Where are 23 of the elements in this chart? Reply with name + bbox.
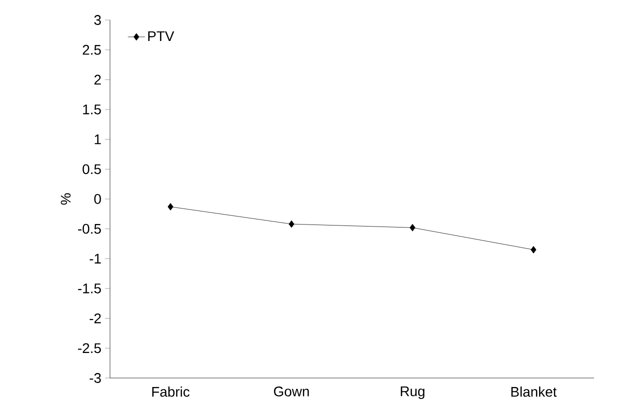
y-tick-label: 3 (94, 15, 101, 25)
y-tick-label: 2.5 (82, 44, 101, 55)
y-tick-label: 2 (94, 74, 101, 85)
y-tick-label: -1.5 (78, 284, 101, 294)
point (288, 220, 294, 228)
x-tick-label: Blanket (511, 386, 557, 397)
x-tick-label: Rug (400, 386, 424, 400)
point (410, 224, 416, 232)
y-tick-label: 1 (94, 134, 101, 144)
point (168, 203, 174, 210)
x-tick-label: Fabric (152, 386, 190, 397)
y-tick-label: 0.5 (82, 164, 101, 174)
legend-label: PTV (148, 31, 174, 41)
x-tick-label: Gown (274, 386, 309, 396)
y-tick-label: 0 (94, 194, 101, 204)
y-tick-label: -1 (90, 254, 101, 264)
point (530, 246, 536, 254)
y-tick-label: -3 (90, 373, 101, 383)
y-tick-label: 1.5 (83, 104, 101, 114)
y-tick-label: -0.5 (78, 224, 101, 234)
y-tick-label: -2.5 (78, 343, 101, 354)
y-tick-label: -2 (90, 313, 101, 324)
y-axis-title: % (60, 193, 71, 205)
